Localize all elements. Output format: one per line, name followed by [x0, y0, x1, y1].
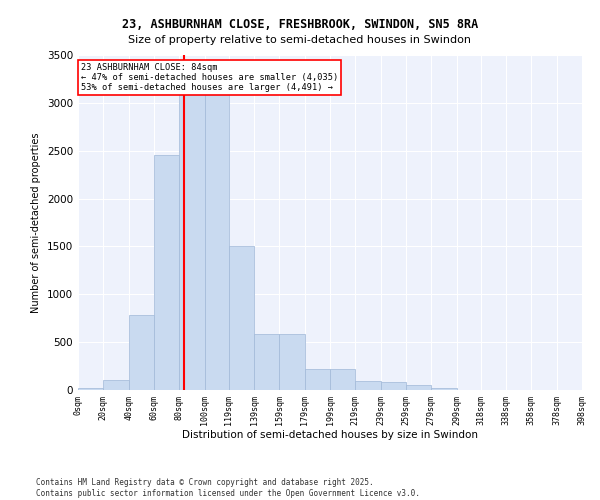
Text: 23 ASHBURNHAM CLOSE: 84sqm
← 47% of semi-detached houses are smaller (4,035)
53%: 23 ASHBURNHAM CLOSE: 84sqm ← 47% of semi… — [80, 62, 338, 92]
Bar — [205, 75, 229, 390]
Bar — [431, 388, 457, 390]
Bar — [254, 334, 280, 390]
Bar — [229, 246, 254, 390]
Bar — [330, 369, 355, 390]
Text: 23, ASHBURNHAM CLOSE, FRESHBROOK, SWINDON, SN5 8RA: 23, ASHBURNHAM CLOSE, FRESHBROOK, SWINDO… — [122, 18, 478, 30]
Bar — [78, 388, 103, 390]
Bar — [154, 154, 179, 390]
Bar — [355, 382, 380, 390]
Bar — [280, 334, 305, 390]
Bar — [305, 369, 330, 390]
Text: Size of property relative to semi-detached houses in Swindon: Size of property relative to semi-detach… — [128, 35, 472, 45]
Bar — [406, 385, 431, 390]
Bar — [380, 382, 406, 390]
Text: Contains HM Land Registry data © Crown copyright and database right 2025.
Contai: Contains HM Land Registry data © Crown c… — [36, 478, 420, 498]
Bar — [179, 75, 205, 390]
Bar — [103, 380, 128, 390]
X-axis label: Distribution of semi-detached houses by size in Swindon: Distribution of semi-detached houses by … — [182, 430, 478, 440]
Y-axis label: Number of semi-detached properties: Number of semi-detached properties — [31, 132, 41, 313]
Bar — [128, 316, 154, 390]
